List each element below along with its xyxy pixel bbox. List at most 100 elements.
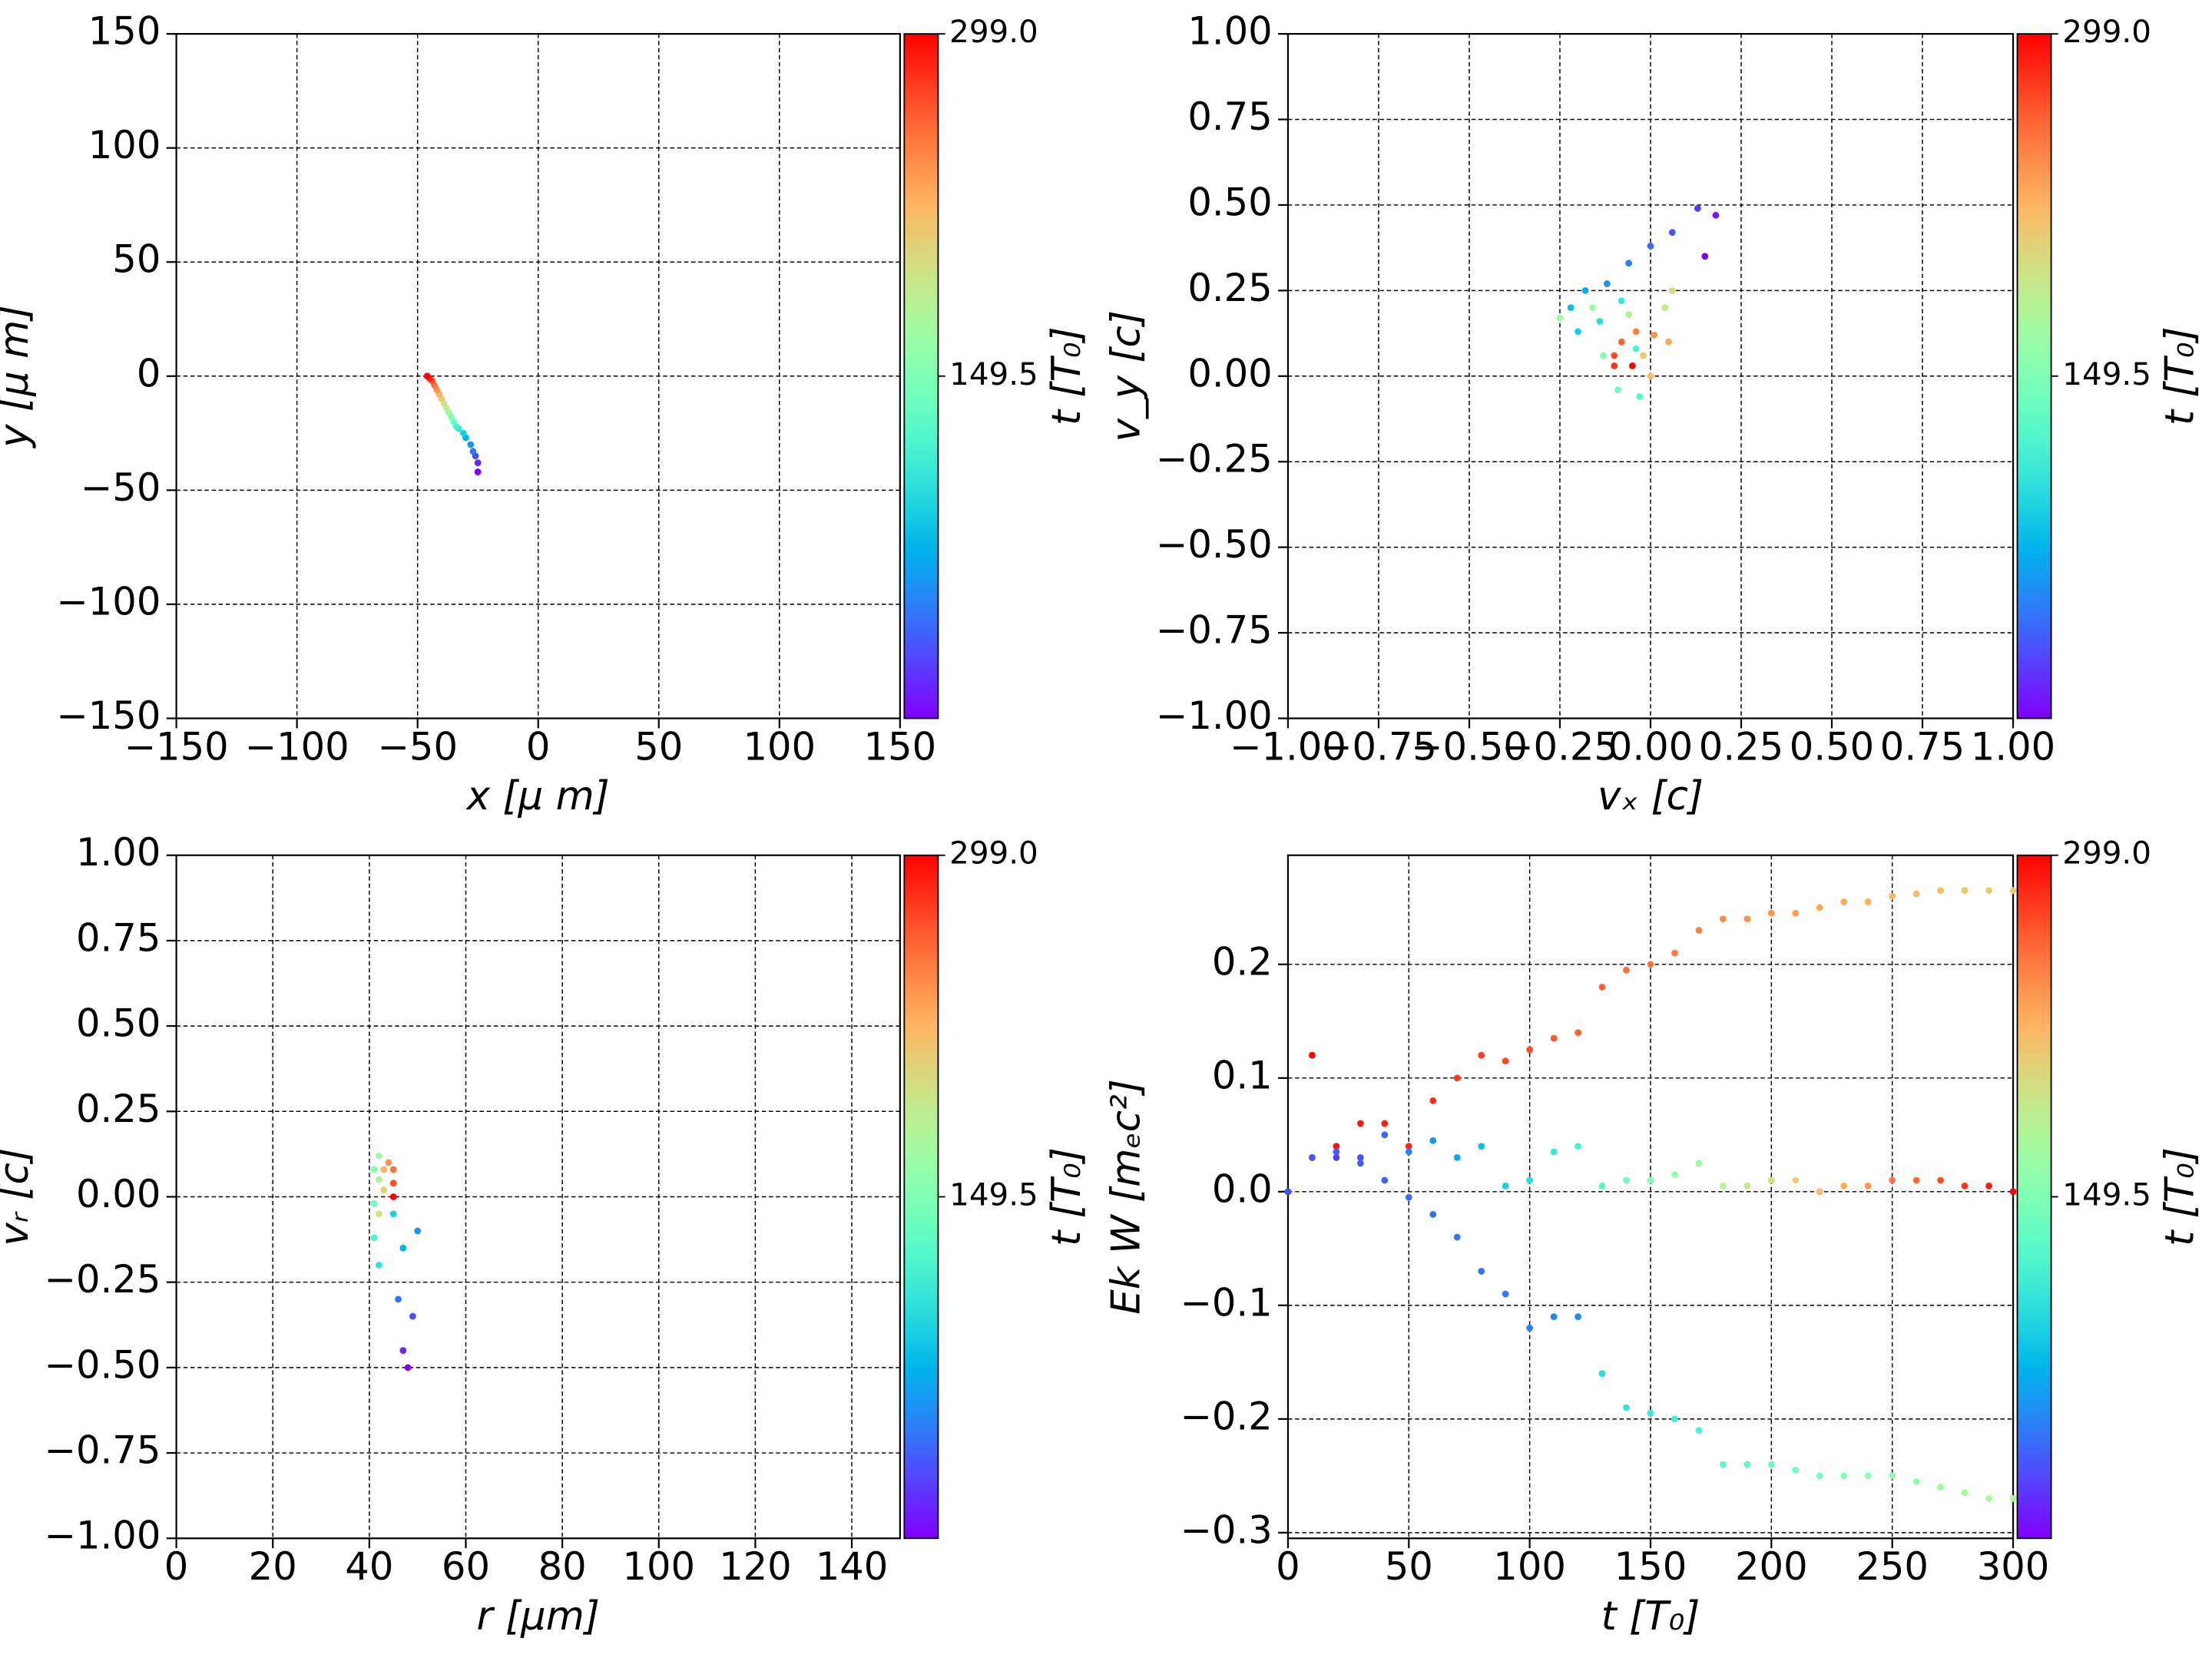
point xyxy=(1792,909,1800,917)
point xyxy=(1636,393,1644,400)
point xyxy=(1453,1233,1461,1241)
point xyxy=(1333,1154,1340,1161)
y-tick-label: 0.50 xyxy=(76,1001,161,1046)
colorbar-tick-label: 149.5 xyxy=(2062,356,2151,392)
point xyxy=(1719,1183,1727,1190)
point xyxy=(1889,1176,1896,1184)
colorbar-tick-label: 149.5 xyxy=(2062,1176,2151,1213)
point xyxy=(1596,318,1604,325)
y-axis-label: vᵣ [c] xyxy=(0,1147,38,1246)
y-tick-label: 0.25 xyxy=(76,1087,161,1131)
point xyxy=(1575,1143,1581,1150)
point xyxy=(1550,1034,1558,1042)
point xyxy=(1628,362,1636,369)
point xyxy=(1614,386,1621,394)
point xyxy=(1912,890,1920,898)
point xyxy=(469,448,477,455)
x-tick-label: 80 xyxy=(538,1544,587,1589)
y-tick-label: 0.2 xyxy=(1212,939,1273,984)
point xyxy=(1567,304,1575,312)
point xyxy=(1623,1176,1630,1184)
y-tick-label: 0.75 xyxy=(76,915,161,960)
y-tick-label: 0.1 xyxy=(1212,1053,1273,1097)
point xyxy=(1671,1171,1678,1179)
point xyxy=(1668,229,1676,237)
colorbar xyxy=(2016,33,2052,720)
point xyxy=(1526,1325,1534,1332)
point xyxy=(2009,887,2017,895)
point xyxy=(1792,1467,1800,1474)
point xyxy=(389,1210,397,1218)
point xyxy=(370,1199,378,1207)
colorbar-label: t [T₀] xyxy=(2157,326,2203,425)
point xyxy=(1618,297,1625,305)
y-tick-label: 0.75 xyxy=(1187,94,1272,139)
point xyxy=(459,429,467,437)
point xyxy=(1526,1046,1534,1054)
y-axis-label: v_y [c] xyxy=(1103,310,1149,442)
point xyxy=(1695,1427,1703,1434)
y-axis-label: Ek W [mₑc²] xyxy=(1103,1079,1149,1315)
x-tick-label: −1.00 xyxy=(1230,724,1346,769)
colorbar-tick-label: 299.0 xyxy=(949,835,1038,872)
point xyxy=(1478,1268,1485,1275)
y-tick-label: 0.00 xyxy=(1187,351,1272,395)
point xyxy=(1284,1188,1292,1196)
x-tick-label: 40 xyxy=(345,1544,393,1589)
point xyxy=(1611,352,1618,359)
point xyxy=(1356,1120,1364,1127)
point xyxy=(1840,898,1848,905)
point xyxy=(1961,1489,1969,1497)
point xyxy=(1575,328,1581,336)
point xyxy=(1381,1131,1389,1139)
point xyxy=(1478,1051,1485,1059)
point xyxy=(1889,1472,1896,1480)
colorbar-label: t [T₀] xyxy=(1044,326,1090,425)
point xyxy=(1502,1057,1509,1065)
point xyxy=(1840,1472,1848,1480)
point xyxy=(1912,1477,1920,1485)
point xyxy=(1647,1410,1654,1417)
point xyxy=(1864,898,1872,905)
y-tick-label: −1.00 xyxy=(44,1514,161,1558)
y-tick-label: −0.50 xyxy=(44,1342,161,1387)
y-tick-label: −100 xyxy=(56,579,161,624)
point xyxy=(1665,338,1672,346)
point xyxy=(1600,352,1608,359)
x-tick-label: 0 xyxy=(526,724,551,769)
point xyxy=(376,1210,382,1218)
y-tick-label: −1.00 xyxy=(1156,693,1273,738)
point xyxy=(1937,1484,1945,1491)
y-tick-label: 100 xyxy=(88,123,161,167)
point xyxy=(1671,1415,1678,1423)
point xyxy=(1598,984,1606,991)
colorbar-label: t [T₀] xyxy=(1044,1147,1090,1246)
point xyxy=(1651,331,1658,339)
y-tick-label: −0.3 xyxy=(1180,1507,1272,1552)
point xyxy=(1603,280,1611,287)
x-tick-label: 120 xyxy=(719,1544,792,1589)
x-tick-label: 150 xyxy=(1614,1544,1687,1589)
point xyxy=(1661,304,1669,312)
point xyxy=(1333,1148,1340,1156)
point xyxy=(376,1176,382,1183)
point xyxy=(1478,1143,1485,1150)
point xyxy=(1647,961,1654,968)
point xyxy=(1647,372,1654,380)
x-tick-label: 20 xyxy=(249,1544,297,1589)
x-tick-label: 0 xyxy=(1276,1544,1300,1589)
point xyxy=(1985,1495,1992,1502)
point xyxy=(1453,1074,1461,1082)
colorbar xyxy=(903,33,939,720)
colorbar-tick-label: 149.5 xyxy=(949,1176,1038,1213)
point xyxy=(1864,1183,1872,1190)
x-tick-label: 60 xyxy=(442,1544,490,1589)
point xyxy=(1743,915,1751,923)
point xyxy=(1405,1143,1412,1150)
y-tick-label: −0.25 xyxy=(1156,437,1273,481)
x-axis-label: t [T₀] xyxy=(1601,1593,1700,1640)
y-tick-label: 0.25 xyxy=(1187,266,1272,310)
point xyxy=(1767,1176,1775,1184)
point xyxy=(1625,260,1633,267)
